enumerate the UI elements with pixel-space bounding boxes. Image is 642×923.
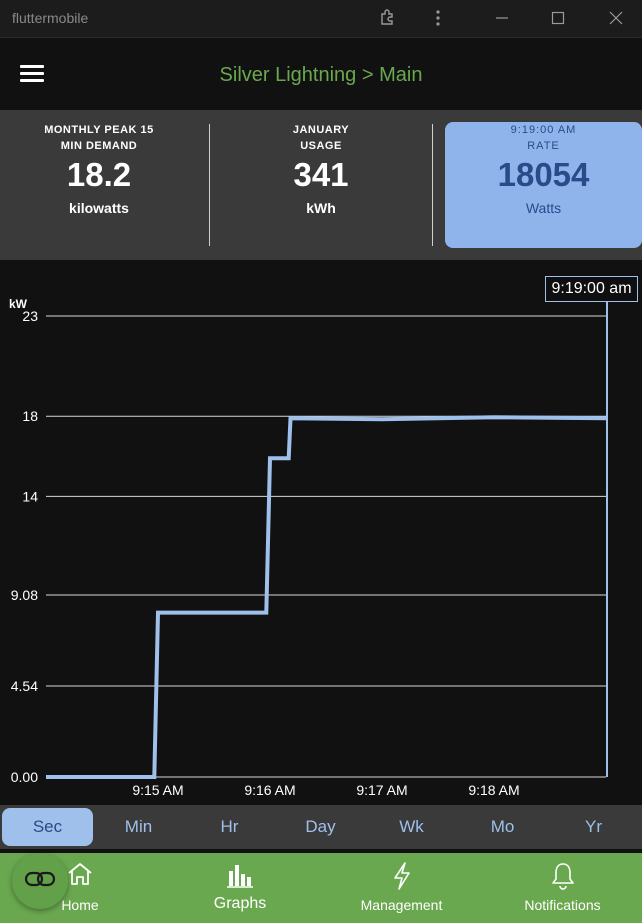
range-tabs: Sec Min Hr Day Wk Mo Yr (0, 805, 642, 849)
x-tick-label: 9:16 AM (244, 782, 295, 798)
bell-icon (550, 861, 576, 896)
rate-unit: Watts (525, 200, 562, 216)
tab-hr[interactable]: Hr (220, 817, 239, 836)
tab-min[interactable]: Min (124, 817, 153, 836)
usage-label-1: JANUARY (292, 124, 350, 136)
rate-time: 9:19:00 AM (510, 124, 577, 136)
rate-label: RATE (527, 140, 560, 152)
lightning-icon (391, 861, 413, 896)
chart-canvas[interactable]: 23 18 14 9.08 4.54 0.00 kW 9:15 AM 9:16 AM 9:17 A… (0, 260, 642, 805)
usage-label-2: USAGE (300, 140, 342, 152)
y-tick-label: 14 (22, 488, 38, 504)
page-title: Silver Lightning > Main (219, 64, 423, 86)
nav-home[interactable]: Home (0, 853, 160, 923)
floating-action-button[interactable] (12, 853, 68, 909)
bottom-nav: Home Graphs Management Notifications (0, 853, 642, 923)
peak-demand-card: MONTHLY PEAK 15 MIN DEMAND 18.2 kilowatt… (0, 122, 198, 248)
tab-sec[interactable]: Sec (2, 808, 93, 846)
y-tick-label: 9.08 (11, 587, 38, 603)
link-icon (24, 869, 56, 894)
divider (432, 124, 433, 246)
y-axis-label: kW (9, 297, 28, 311)
nav-management[interactable]: Management (320, 853, 483, 923)
divider (209, 124, 210, 246)
nav-notifications-label: Notifications (524, 897, 601, 913)
extension-icon[interactable] (376, 7, 400, 29)
rate-card: 9:19:00 AM RATE 18054 Watts (445, 122, 642, 248)
peak-demand-label-2: MIN DEMAND (60, 140, 138, 152)
nav-management-label: Management (360, 897, 443, 913)
tab-mo[interactable]: Mo (490, 817, 515, 836)
nav-graphs[interactable]: Graphs (160, 853, 320, 923)
stats-panel: MONTHLY PEAK 15 MIN DEMAND 18.2 kilowatt… (0, 110, 642, 260)
usage-card: JANUARY USAGE 341 kWh (222, 122, 420, 248)
x-tick-label: 9:17 AM (356, 782, 407, 798)
home-icon (66, 861, 94, 892)
nav-graphs-label: Graphs (213, 895, 267, 912)
app-bar: Silver Lightning > Main (0, 38, 642, 110)
y-tick-label: 0.00 (11, 769, 38, 785)
series-line (46, 415, 607, 779)
minimize-icon[interactable] (490, 7, 514, 29)
nav-notifications[interactable]: Notifications (483, 853, 642, 923)
menu-icon[interactable] (18, 62, 46, 86)
close-icon[interactable] (604, 7, 628, 29)
rate-value: 18054 (497, 156, 590, 193)
x-tick-label: 9:18 AM (468, 782, 519, 798)
bar-chart-icon (225, 861, 255, 894)
usage-unit: kWh (306, 200, 336, 216)
more-vert-icon[interactable] (426, 7, 450, 29)
tab-yr[interactable]: Yr (585, 817, 602, 836)
maximize-icon[interactable] (546, 7, 570, 29)
window-title: fluttermobile (12, 10, 89, 26)
y-tick-label: 23 (22, 308, 38, 324)
usage-value: 341 (293, 156, 349, 193)
y-tick-label: 18 (22, 408, 38, 424)
tab-day[interactable]: Day (305, 817, 336, 836)
nav-home-label: Home (61, 897, 99, 913)
peak-demand-unit: kilowatts (69, 200, 129, 216)
window-title-bar: fluttermobile (0, 0, 642, 38)
power-chart[interactable]: 23 18 14 9.08 4.54 0.00 kW 9:15 AM 9:16 AM 9:17 A… (0, 260, 642, 805)
x-tick-label: 9:15 AM (132, 782, 183, 798)
cursor-time-label: 9:19:00 am (545, 276, 638, 302)
peak-demand-value: 18.2 (66, 156, 132, 193)
y-tick-label: 4.54 (11, 678, 38, 694)
peak-demand-label-1: MONTHLY PEAK 15 (44, 124, 154, 136)
tab-wk[interactable]: Wk (399, 817, 424, 836)
